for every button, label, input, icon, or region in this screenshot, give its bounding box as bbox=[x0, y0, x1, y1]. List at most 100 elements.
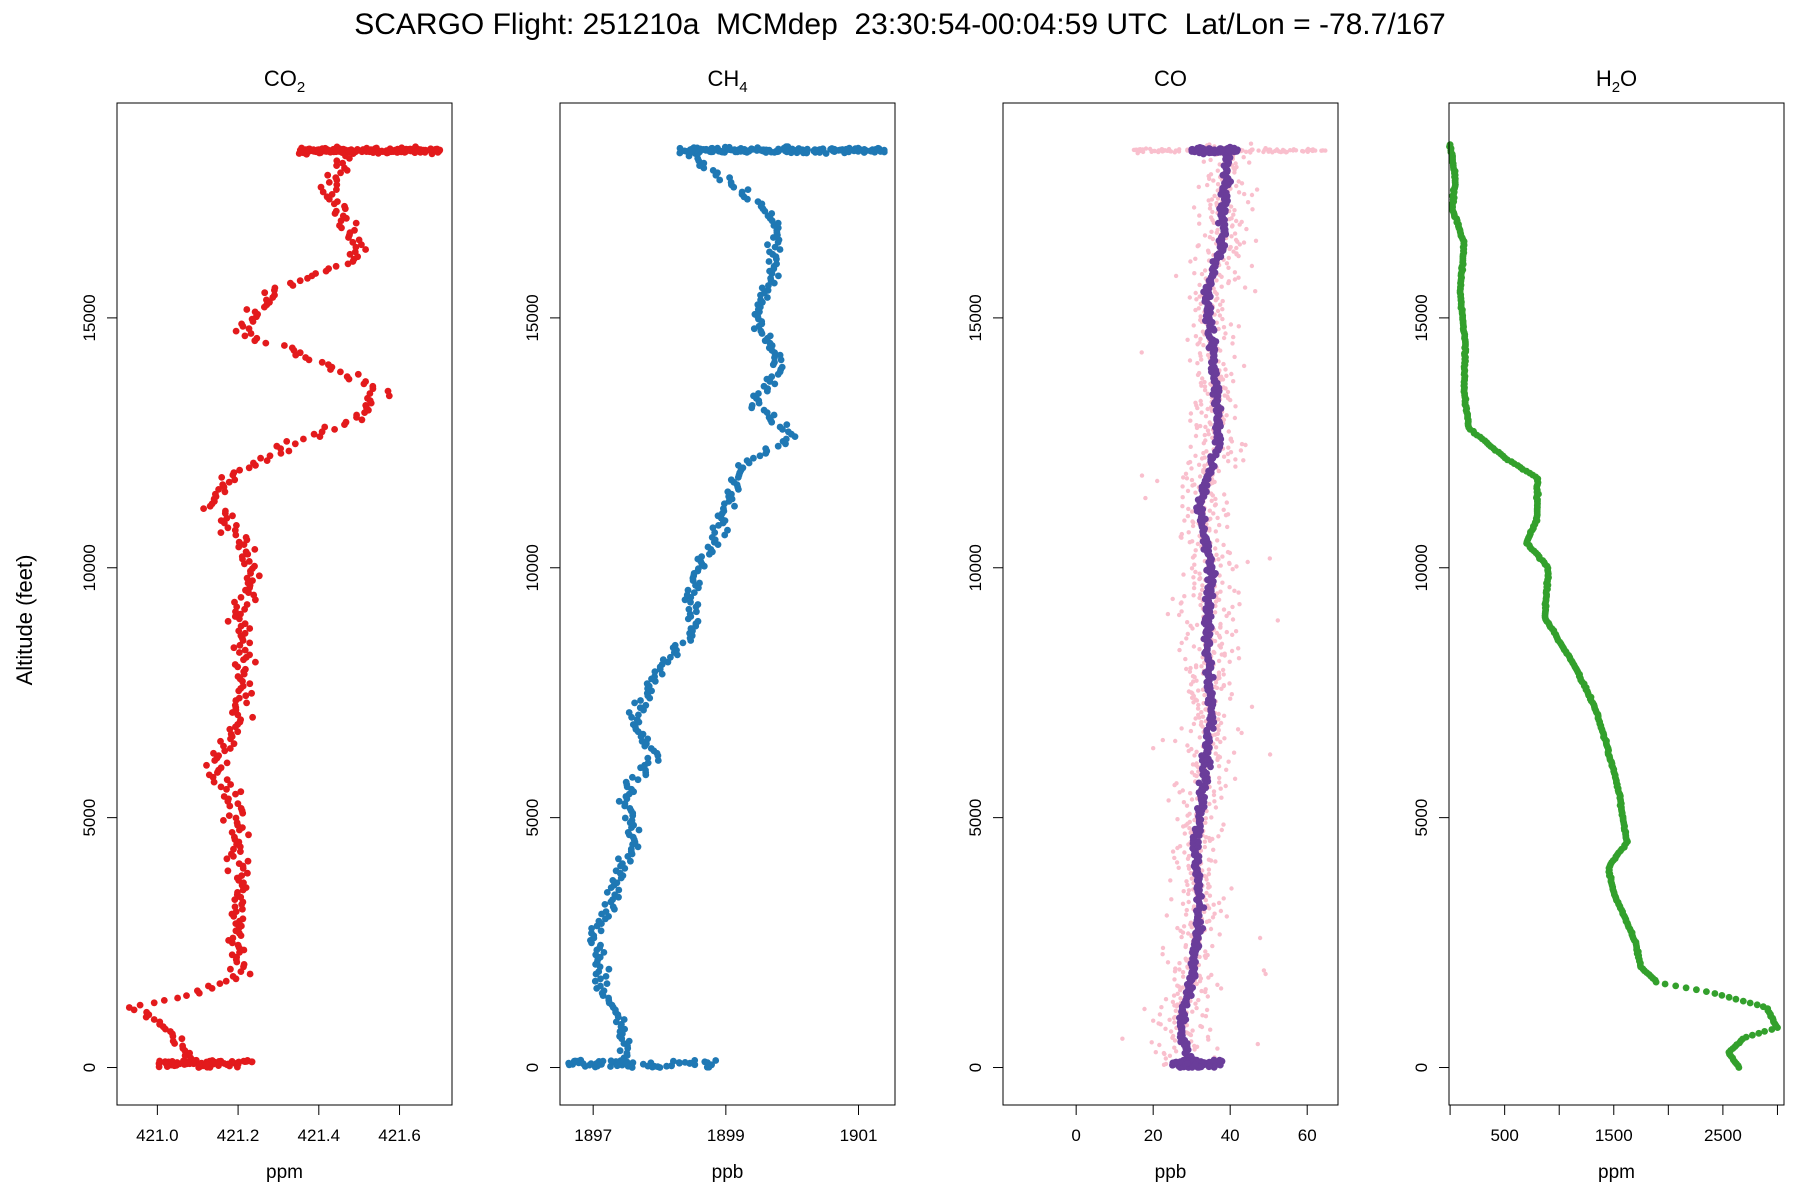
co-raw-point bbox=[1215, 1046, 1220, 1051]
co-raw-point bbox=[1151, 746, 1156, 751]
ch4-point bbox=[709, 524, 717, 532]
ch4-ground-point bbox=[607, 1063, 614, 1070]
co2-point bbox=[228, 829, 236, 836]
co-raw-point bbox=[1142, 1006, 1147, 1012]
co-raw-top-point bbox=[1243, 149, 1249, 154]
co-raw-point bbox=[1218, 739, 1223, 745]
co-raw-point bbox=[1216, 834, 1221, 839]
co2-point bbox=[271, 291, 278, 299]
ch4-point bbox=[773, 260, 780, 268]
co-raw-point bbox=[1164, 913, 1170, 918]
co-raw-point bbox=[1228, 244, 1233, 250]
co-raw-point bbox=[1216, 670, 1222, 675]
x-tick-label: 421.2 bbox=[217, 1126, 260, 1145]
co-raw-point bbox=[1219, 795, 1224, 800]
co-raw-point bbox=[1227, 560, 1232, 566]
co-raw-point bbox=[1202, 432, 1208, 438]
co2-point bbox=[257, 454, 264, 462]
ch4-top-point bbox=[725, 146, 733, 154]
co2-point bbox=[230, 469, 238, 476]
co-raw-point bbox=[1193, 307, 1198, 313]
ch4-top-point bbox=[812, 147, 820, 155]
co-raw-point bbox=[1214, 630, 1220, 636]
co-raw-top-point bbox=[1270, 150, 1275, 155]
co2-point bbox=[219, 481, 227, 488]
co-raw-point bbox=[1226, 611, 1232, 616]
co-raw-point bbox=[1195, 706, 1201, 711]
co-raw-point bbox=[1179, 726, 1184, 731]
co-raw-point bbox=[1189, 770, 1195, 775]
co-raw-point bbox=[1227, 659, 1232, 664]
co-raw-point bbox=[1165, 960, 1171, 965]
co-raw-top-point bbox=[1137, 147, 1142, 152]
ch4-point bbox=[695, 565, 702, 572]
ch4-point bbox=[622, 778, 630, 786]
ch4-top-point bbox=[681, 147, 688, 155]
h2o-point bbox=[1739, 997, 1747, 1005]
co-raw-point bbox=[1218, 589, 1223, 594]
ch4-point bbox=[626, 805, 634, 812]
co-raw-point bbox=[1209, 815, 1214, 820]
co-raw-point bbox=[1186, 931, 1191, 936]
co-raw-point bbox=[1184, 879, 1189, 884]
co-raw-point bbox=[1223, 367, 1228, 372]
co-raw-point bbox=[1172, 855, 1177, 861]
co2-point bbox=[235, 860, 243, 867]
data-points-ch4 bbox=[565, 143, 888, 1071]
ch4-point bbox=[696, 579, 703, 587]
co-raw-point bbox=[1228, 322, 1234, 327]
co2-point bbox=[216, 980, 224, 987]
co-raw-point bbox=[1197, 474, 1203, 479]
co-point bbox=[1203, 566, 1211, 574]
co2-point bbox=[217, 517, 225, 524]
co-raw-point bbox=[1194, 297, 1199, 302]
co-raw-point bbox=[1202, 844, 1208, 850]
ch4-point bbox=[684, 586, 692, 594]
co2-point bbox=[332, 174, 340, 182]
co-raw-point bbox=[1188, 444, 1193, 449]
co-raw-point bbox=[1207, 508, 1213, 513]
co2-point bbox=[251, 546, 259, 553]
co-raw-point bbox=[1199, 271, 1205, 277]
ch4-top-point bbox=[764, 147, 772, 155]
co-raw-point bbox=[1236, 656, 1242, 661]
co2-point bbox=[227, 965, 234, 973]
co-raw-point bbox=[1210, 915, 1216, 920]
co2-point bbox=[220, 817, 227, 824]
co2-point bbox=[245, 558, 253, 565]
co-raw-point bbox=[1173, 966, 1178, 971]
ch4-ground-point bbox=[675, 1059, 683, 1066]
co2-point bbox=[362, 378, 369, 385]
co2-point bbox=[351, 226, 358, 234]
co-raw-top-point bbox=[1256, 148, 1261, 153]
co-raw-point bbox=[1203, 1014, 1209, 1019]
co-raw-point bbox=[1176, 612, 1182, 618]
co-raw-point bbox=[1209, 197, 1215, 202]
co2-point bbox=[231, 903, 239, 911]
co-raw-point bbox=[1186, 899, 1191, 905]
ch4-point bbox=[687, 598, 694, 606]
x-tick-label: 421.0 bbox=[136, 1126, 179, 1145]
co-raw-point bbox=[1172, 1014, 1178, 1020]
plot-frame-h2o bbox=[1448, 102, 1785, 1106]
co2-ground-point bbox=[195, 1062, 203, 1070]
ch4-point bbox=[597, 982, 604, 990]
co-raw-point bbox=[1229, 692, 1235, 697]
co-raw-point bbox=[1221, 454, 1227, 459]
co-raw-point bbox=[1224, 629, 1230, 635]
co-raw-point bbox=[1204, 449, 1209, 454]
co-raw-point bbox=[1216, 468, 1222, 474]
co2-point bbox=[352, 243, 360, 251]
co-raw-point bbox=[1210, 943, 1215, 949]
co-raw-point bbox=[1212, 193, 1217, 199]
co-raw-point bbox=[1187, 459, 1193, 465]
co2-point bbox=[262, 339, 270, 347]
ch4-top-point bbox=[782, 143, 790, 151]
co-raw-top-point bbox=[1284, 149, 1290, 155]
co-raw-point bbox=[1234, 183, 1239, 189]
co-raw-point bbox=[1217, 775, 1222, 781]
co2-point bbox=[239, 915, 247, 923]
co-raw-point bbox=[1202, 388, 1208, 393]
co-raw-point bbox=[1250, 207, 1255, 212]
co2-point bbox=[231, 661, 239, 668]
